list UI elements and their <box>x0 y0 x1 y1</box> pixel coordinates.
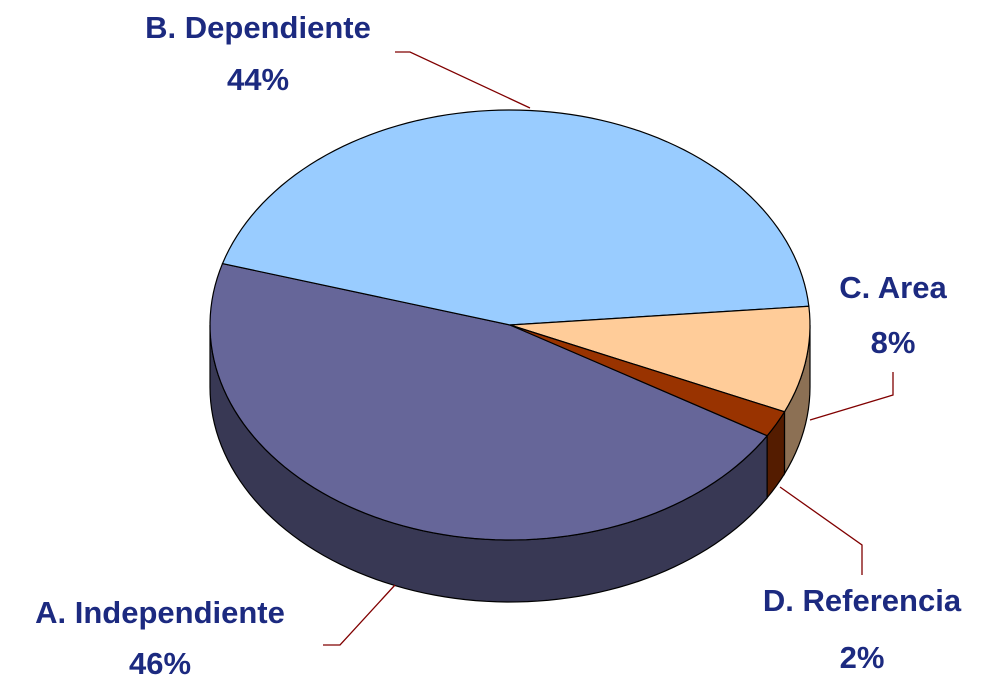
pie-slice <box>209 262 769 541</box>
category-label: C. Area <box>839 270 947 305</box>
pie-tops <box>209 109 811 541</box>
value-label: 2% <box>840 640 885 675</box>
category-label: A. Independiente <box>35 595 285 630</box>
pie-slice <box>509 305 811 413</box>
leader-line <box>323 584 396 646</box>
pie-slice <box>221 109 810 326</box>
value-label: 46% <box>129 646 191 681</box>
value-label: 44% <box>227 62 289 97</box>
leader-line <box>395 51 531 109</box>
labels: A. Independiente 46% B. Dependiente 44% C. A… <box>35 10 962 681</box>
leader-line <box>779 486 863 575</box>
category-label: D. Referencia <box>763 583 962 618</box>
category-label: B. Dependiente <box>145 10 371 45</box>
value-label: 8% <box>871 325 916 360</box>
pie-slice <box>509 324 786 437</box>
leader-line <box>809 372 894 421</box>
